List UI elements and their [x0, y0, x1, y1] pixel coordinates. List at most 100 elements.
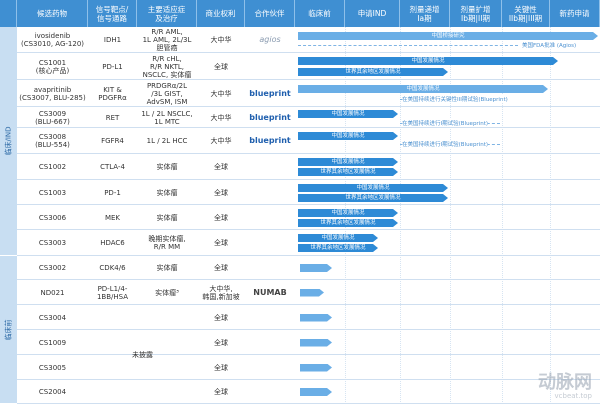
drug-name: CS3003	[38, 239, 67, 247]
rights: 全球	[214, 363, 228, 372]
stage-divider	[400, 27, 401, 404]
progress-arrow	[300, 388, 332, 396]
note-text: 美国FDA批准 (Agios)	[522, 41, 577, 49]
partner-logo: blueprint	[249, 136, 291, 145]
rights: 大中华	[210, 89, 232, 98]
drug-name: CS3006	[38, 213, 67, 222]
target: CDK4/6	[99, 264, 126, 272]
target: MEK	[104, 213, 121, 222]
progress-arrow: 中国发展情况	[298, 234, 378, 242]
indication: 晚期实体瘤, R/R MM	[148, 235, 186, 251]
header-cell: 信号靶点/ 信号通路	[88, 0, 137, 27]
indication: 实体瘤	[156, 188, 178, 197]
row-divider	[17, 229, 600, 230]
indication: R/R AML, 1L AML, 2L/3L 胆管癌	[142, 28, 192, 52]
progress-arrow	[300, 289, 324, 297]
drug-name: CS3002	[38, 264, 67, 272]
partner-logo: agios	[259, 35, 281, 44]
progress-arrow: 世界其余地区发展情况	[298, 168, 398, 176]
row-divider	[17, 279, 600, 280]
rights: 全球	[214, 239, 228, 247]
drug-name: CS1003	[38, 188, 67, 197]
target: RET	[105, 113, 120, 122]
undisclosed: 未披露	[132, 350, 153, 359]
rights: 全球	[214, 188, 228, 197]
indication: 1L / 2L NSCLC, 1L MTC	[141, 109, 193, 126]
progress-arrow: 中国发展情况	[298, 57, 558, 65]
header-cell: 剂量扩增 Ib期|II期	[450, 0, 502, 27]
drug-name: ND021	[40, 288, 65, 297]
progress-arrow	[300, 364, 332, 372]
progress-arrow: 中国发展情况	[298, 209, 398, 217]
progress-arrow: 中国发展情况	[298, 158, 398, 166]
progress-arrow: 中国桥接研究	[298, 32, 598, 40]
section-text: 临床/IND	[4, 126, 13, 156]
indication: PRDGRα/2L /3L GIST, AdvSM, ISM	[146, 81, 188, 106]
partner-logo: NUMAB	[253, 287, 287, 297]
stage-divider	[450, 27, 451, 404]
stage-divider	[502, 27, 503, 404]
progress-arrow	[300, 264, 332, 272]
drug-name: CS3004	[38, 313, 67, 322]
target: CTLA-4	[100, 163, 125, 171]
rights: 全球	[214, 388, 228, 396]
target: KIT & PDGFRα	[98, 85, 127, 102]
progress-arrow: 中国发展情况	[298, 132, 398, 140]
drug-name: CS3009 (BLU-667)	[35, 109, 70, 126]
row-divider	[17, 52, 600, 53]
drug-name: ivosidenib (CS3010, AG-120)	[20, 32, 85, 48]
drug-name: CS1001 (核心产品)	[35, 58, 70, 75]
section-label: 临床/IND	[0, 27, 17, 256]
target: FGFR4	[101, 137, 124, 145]
partner-logo: blueprint	[249, 112, 291, 122]
rights: 大中华, 韩国,新加坡	[202, 284, 240, 301]
progress-arrow: 中国发展情况	[298, 110, 398, 118]
drug-name: CS1009	[38, 338, 67, 347]
rights: 全球	[214, 213, 228, 222]
row-divider	[17, 304, 600, 305]
row-divider	[17, 153, 600, 154]
row-divider	[17, 354, 600, 355]
drug-name: CS2004	[38, 388, 67, 396]
progress-arrow: 世界其余地区发展情况	[298, 219, 398, 227]
header-cell: 关键性 IIb期|III期	[502, 0, 550, 27]
indication: R/R cHL, R/R NKTL, NSCLC, 实体瘤	[142, 54, 192, 79]
target: PD-L1	[102, 62, 123, 71]
header-cell: 剂量递增 Ia期	[400, 0, 450, 27]
target: PD-L1/4- 1BB/HSA	[96, 284, 129, 301]
rights: 全球	[214, 62, 228, 71]
drug-name: CS1002	[38, 163, 67, 171]
drug-name: CS3008 (BLU-554)	[35, 133, 70, 149]
target: IDH1	[103, 36, 122, 44]
row-divider	[17, 79, 600, 80]
rights: 全球	[214, 338, 228, 347]
progress-arrow: 世界其余地区发展情况	[298, 244, 378, 252]
row-divider	[17, 106, 600, 107]
section-text: 临床前	[4, 319, 13, 340]
header-cell: 候选药物	[17, 0, 88, 27]
rights: 大中华	[210, 137, 232, 145]
rights: 大中华	[210, 113, 232, 122]
watermark-site: vcbeat.top	[554, 392, 592, 400]
stage-divider	[550, 27, 551, 404]
note-line	[298, 45, 518, 46]
row-divider	[17, 379, 600, 380]
header-corner	[0, 0, 17, 27]
header-cell: 商业权利	[197, 0, 245, 27]
indication: 1L / 2L HCC	[146, 137, 188, 145]
rights: 全球	[214, 313, 228, 322]
progress-arrow	[300, 339, 332, 347]
row-divider	[17, 329, 600, 330]
header-cell: 新药申请	[550, 0, 600, 27]
indication: 实体瘤	[156, 213, 178, 222]
section-label: 临床前	[0, 256, 17, 404]
progress-arrow: 中国发展情况	[298, 85, 548, 93]
drug-name: avapritinib (CS3007, BLU-285)	[19, 85, 86, 102]
note-text: 在美国持续进行I期试验(Blueprint)	[402, 140, 489, 148]
watermark-name: 动脉网	[538, 372, 592, 393]
partner-logo: blueprint	[249, 88, 291, 98]
progress-arrow	[300, 314, 332, 322]
progress-arrow: 世界其余地区发展情况	[298, 194, 448, 202]
header-cell: 申请IND	[345, 0, 400, 27]
